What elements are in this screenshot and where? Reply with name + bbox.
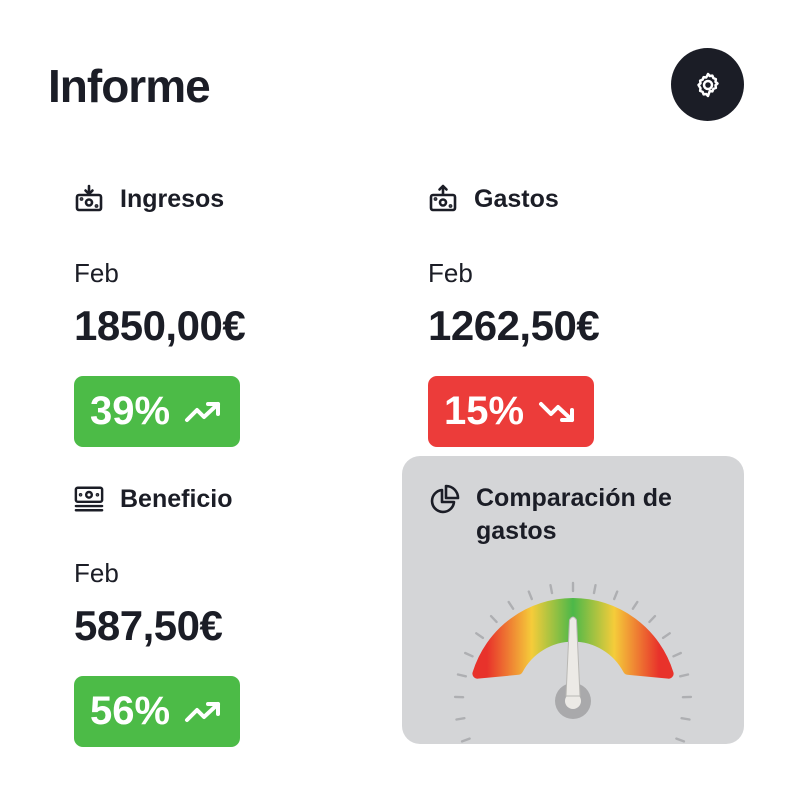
profit-change-value: 56% <box>90 689 171 733</box>
banknotes-icon <box>74 484 104 514</box>
gauge-tick <box>456 673 467 678</box>
expenses-amount: 1262,50€ <box>428 302 600 349</box>
gauge-tick <box>672 651 682 658</box>
gauge-tick <box>527 590 534 601</box>
income-amount: 1850,00€ <box>74 302 246 349</box>
trend-up-icon <box>184 399 222 425</box>
profit-period: Feb <box>74 558 119 588</box>
gauge-tick <box>612 590 619 601</box>
income-change-badge: 39% <box>74 376 241 447</box>
gauge-tick <box>455 717 466 721</box>
gear-icon <box>696 72 719 97</box>
gauge-tick <box>675 737 686 743</box>
gauge-tick <box>507 600 515 610</box>
gauge-arc <box>472 598 674 679</box>
gauge-tick <box>489 614 498 624</box>
page-title: Informe <box>48 60 211 112</box>
expenses-change-badge: 15% <box>428 376 595 447</box>
income-change-value: 39% <box>90 389 171 433</box>
gauge-tick <box>592 583 597 595</box>
gauge-tick <box>679 673 690 678</box>
pie-chart-icon <box>428 484 460 516</box>
gauge-tick <box>549 583 554 595</box>
gauge-scale-ticks <box>453 581 693 743</box>
expenses-card[interactable]: Gastos Feb 1262,50€ 15% <box>428 182 728 447</box>
profit-label: Beneficio <box>120 484 233 513</box>
gauge-needle <box>565 616 581 697</box>
settings-button[interactable] <box>671 48 744 121</box>
gauge-needle-hub <box>565 693 581 709</box>
expense-comparison-card[interactable]: Comparación de gastos <box>402 456 744 744</box>
income-period: Feb <box>74 258 119 288</box>
income-label: Ingresos <box>120 184 225 213</box>
expenses-period: Feb <box>428 258 473 288</box>
expense-comparison-label: Comparación de gastos <box>476 484 672 545</box>
gauge-tick <box>680 717 691 721</box>
expense-gauge <box>453 581 693 743</box>
gauge-tick <box>648 614 657 624</box>
gauge-tick <box>661 632 671 640</box>
gauge-tick <box>631 600 639 610</box>
trend-down-icon <box>538 399 576 425</box>
gauge-tick <box>460 737 471 743</box>
profit-change-badge: 56% <box>74 676 241 747</box>
money-out-icon <box>428 184 458 214</box>
trend-up-icon <box>184 699 222 725</box>
money-in-icon <box>74 184 104 214</box>
profit-amount: 587,50€ <box>74 602 223 649</box>
gauge-tick <box>464 651 474 658</box>
expenses-label: Gastos <box>474 184 559 213</box>
income-card[interactable]: Ingresos Feb 1850,00€ 39% <box>74 182 374 447</box>
gauge-tick <box>475 632 485 640</box>
profit-card[interactable]: Beneficio Feb 587,50€ 56% <box>74 482 374 747</box>
expenses-change-value: 15% <box>444 389 525 433</box>
